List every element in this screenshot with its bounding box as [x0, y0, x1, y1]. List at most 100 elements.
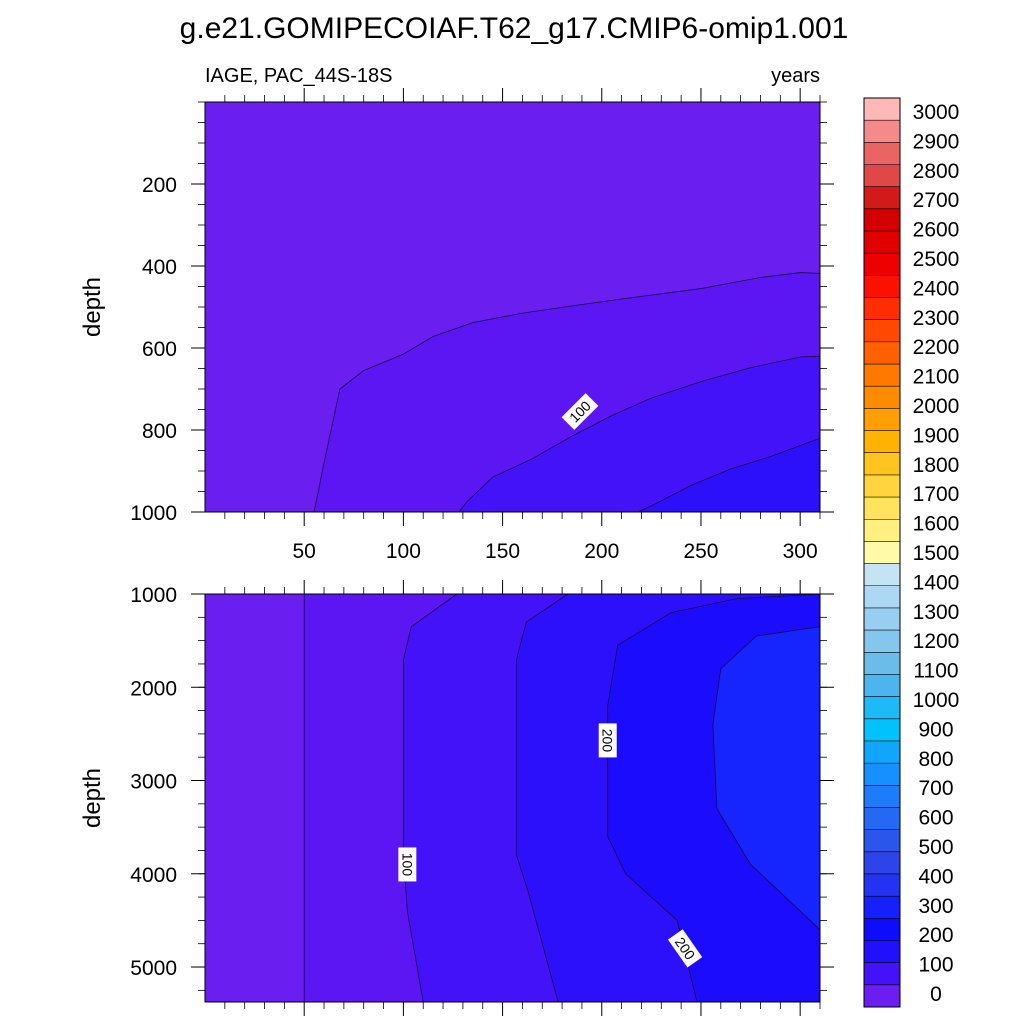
contour-band-0-50: [205, 594, 305, 1002]
y-tick-label: 1000: [130, 502, 177, 525]
colorbar-swatch: [864, 563, 900, 587]
colorbar-swatch: [864, 696, 900, 720]
colorbar-label: 2500: [913, 248, 960, 271]
colorbar-swatch: [864, 319, 900, 343]
colorbar-label: 3000: [913, 101, 960, 124]
colorbar-label: 1700: [913, 483, 960, 506]
colorbar-label: 2200: [913, 336, 960, 359]
colorbar-label: 1300: [913, 601, 960, 624]
colorbar-swatch: [864, 896, 900, 919]
colorbar-swatch: [864, 962, 900, 986]
colorbar-label: 400: [918, 865, 953, 888]
colorbar-label: 2800: [913, 160, 960, 183]
colorbar-swatch: [864, 718, 900, 742]
colorbar-swatch: [864, 253, 900, 276]
y-tick-label: 3000: [130, 771, 177, 794]
y-tick-label: 200: [142, 174, 177, 197]
colorbar-swatch: [864, 519, 900, 542]
colorbar-label: 600: [918, 807, 953, 830]
x-tick-label: 100: [386, 540, 421, 563]
colorbar-swatch: [864, 142, 900, 166]
colorbar-label: 1400: [913, 571, 960, 594]
colorbar-label: 2100: [913, 366, 960, 389]
colorbar-swatch: [864, 120, 900, 143]
colorbar-label: 1000: [913, 689, 960, 712]
colorbar-label: 800: [918, 748, 953, 771]
contour-line: [607, 593, 821, 1003]
colorbar-swatch: [864, 541, 900, 565]
colorbar-swatch: [864, 98, 900, 121]
contour-line: [402, 593, 458, 1003]
colorbar-label: 100: [918, 954, 953, 977]
colorbar-swatch: [864, 186, 900, 210]
y-tick-label: 2000: [130, 677, 177, 700]
colorbar-swatch: [864, 740, 900, 764]
colorbar-swatch: [864, 785, 900, 808]
y-tick-label: 800: [142, 420, 177, 443]
colorbar-swatch: [864, 851, 900, 875]
y-axis-label: depth: [79, 277, 106, 337]
colorbar-swatch: [864, 829, 900, 853]
y-tick-label: 5000: [130, 957, 177, 980]
colorbar-swatch: [864, 386, 900, 409]
contour-label-text: 100: [399, 853, 415, 877]
contour-label: 200: [598, 723, 617, 758]
contour-label-box: [561, 393, 599, 430]
colorbar-swatch: [864, 585, 900, 609]
units-label: years: [771, 65, 820, 87]
y-tick-label: 4000: [130, 864, 177, 887]
colorbar-swatch: [864, 364, 900, 387]
colorbar-swatch: [864, 408, 900, 432]
chart-title: g.e21.GOMIPECOIAF.T62_g17.CMIP6-omip1.00…: [180, 12, 849, 45]
colorbar-label: 1100: [913, 660, 958, 683]
x-tick-label: 250: [683, 540, 718, 563]
y-tick-label: 1000: [130, 584, 177, 607]
colorbar-swatch: [864, 297, 900, 321]
colorbar-swatch: [864, 807, 900, 831]
colorbar-label: 1900: [913, 424, 960, 447]
y-tick-label: 600: [142, 338, 177, 361]
colorbar-label: 300: [918, 895, 953, 918]
colorbar-label: 1800: [913, 454, 960, 477]
contour-line: [516, 593, 569, 1003]
contour-line: [712, 626, 821, 931]
colorbar-frame: [863, 97, 901, 1008]
y-axis-label: depth: [79, 768, 106, 828]
x-tick-label: 150: [485, 540, 520, 563]
colorbar-swatch: [864, 164, 900, 188]
contour-line: [458, 355, 821, 513]
colorbar-label: 1600: [913, 513, 960, 536]
colorbar-label: 2000: [913, 395, 960, 418]
colorbar-swatch: [864, 873, 900, 897]
x-tick-label: 50: [293, 540, 316, 563]
contour-label-text: 200: [600, 729, 616, 753]
colorbar-label: 1500: [913, 542, 960, 565]
contour-band-0-50: [205, 102, 820, 512]
colorbar-label: 200: [918, 924, 953, 947]
colorbar-swatch: [864, 630, 900, 653]
colorbar-swatch: [864, 607, 900, 631]
colorbar-swatch: [864, 231, 900, 254]
contour-label-box: [598, 723, 617, 758]
colorbar-label: 2400: [913, 277, 960, 300]
colorbar-label: 900: [918, 718, 953, 741]
colorbar-swatch: [864, 674, 900, 698]
colorbar-swatch: [864, 452, 900, 476]
y-tick-label: 400: [142, 256, 177, 279]
colorbar-swatch: [864, 430, 900, 454]
contour-line: [637, 437, 821, 513]
colorbar-swatch: [864, 208, 900, 232]
variable-label: IAGE, PAC_44S-18S: [205, 65, 393, 87]
contour-label: 100: [398, 847, 417, 882]
colorbar-label: 2700: [913, 189, 960, 212]
colorbar-swatch: [864, 984, 900, 1008]
colorbar-swatch: [864, 763, 900, 786]
contour-label-box: [398, 847, 417, 882]
colorbar-label: 700: [918, 777, 953, 800]
colorbar: 3000290028002700260025002400230022002100…: [863, 97, 960, 1008]
colorbar-swatch: [864, 652, 900, 675]
colorbar-label: 2600: [913, 219, 960, 242]
colorbar-swatch: [864, 940, 900, 964]
